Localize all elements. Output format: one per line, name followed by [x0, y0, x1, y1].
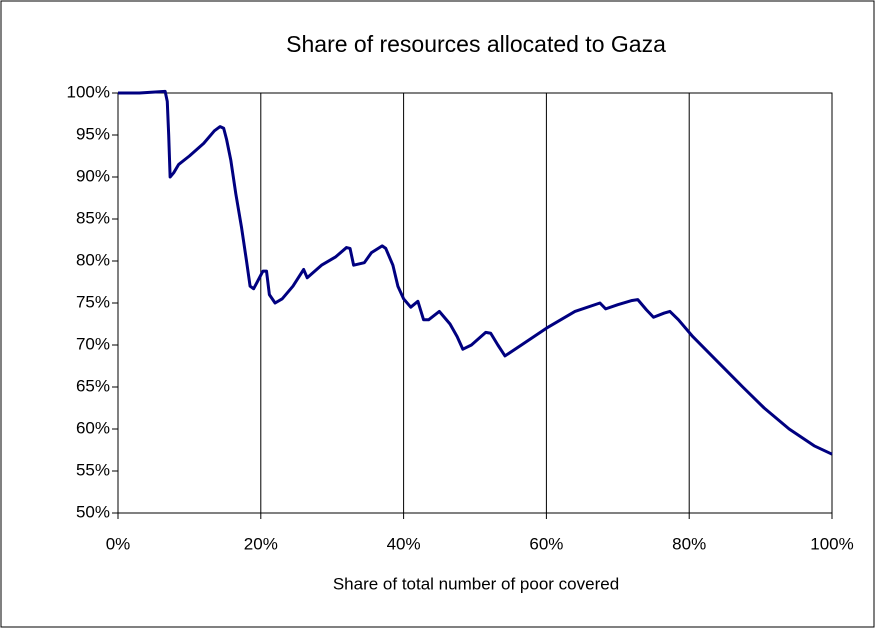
y-tick-label: 55% — [76, 460, 110, 479]
plot-border — [117, 92, 833, 514]
x-tick-label: 60% — [529, 534, 563, 553]
chart-title: Share of resources allocated to Gaza — [286, 31, 666, 57]
x-tick-label: 80% — [672, 534, 706, 553]
y-tick-label: 65% — [76, 376, 110, 395]
data-line — [118, 89, 833, 456]
y-tick-label: 80% — [76, 250, 110, 269]
y-tick-label: 60% — [76, 418, 110, 437]
x-axis-label: Share of total number of poor covered — [333, 574, 619, 593]
x-tick-label: 100% — [810, 534, 853, 553]
x-tick-label: 0% — [106, 534, 131, 553]
x-tick-label: 20% — [244, 534, 278, 553]
y-tick-label: 90% — [76, 166, 110, 185]
y-tick-label: 95% — [76, 124, 110, 143]
x-tick-label: 40% — [387, 534, 421, 553]
y-tick-label: 50% — [76, 502, 110, 521]
y-tick-label: 100% — [67, 82, 110, 101]
y-tick-label: 70% — [76, 334, 110, 353]
y-tick-label: 85% — [76, 208, 110, 227]
y-tick-label: 75% — [76, 292, 110, 311]
